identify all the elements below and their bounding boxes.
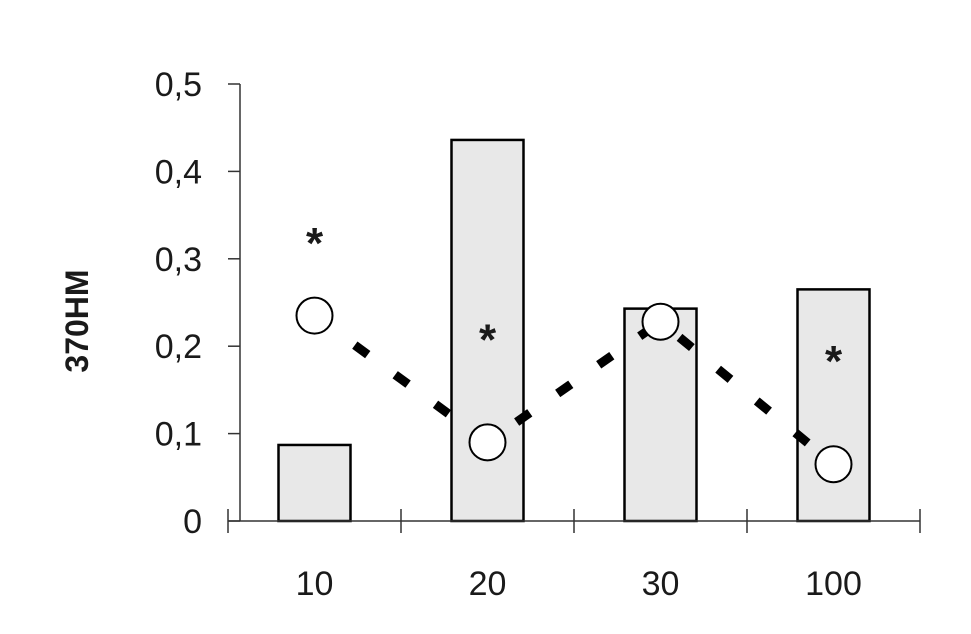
bar-series [277,138,871,523]
y-tick-label: 0 [183,503,202,541]
line-series [295,296,853,484]
x-tick-label: 100 [805,565,862,603]
y-tick-label: 0,5 [155,66,202,104]
y-tick-label: 0,3 [155,241,202,279]
series-line [311,311,837,468]
data-point [641,302,680,341]
significance-asterisk: * [479,315,497,364]
data-point [295,296,334,335]
data-point [814,445,853,484]
significance-asterisk: * [306,219,324,268]
x-tick-label: 20 [469,565,507,603]
x-axis-ticks: 10 20 30 100 [227,509,921,603]
bar [277,443,352,523]
y-axis-ticks: 0 0,1 0,2 0,3 0,4 0,5 [155,66,240,541]
y-axis-title: 370НМ [59,269,95,372]
y-tick-label: 0,4 [155,153,202,191]
x-tick-label: 10 [296,565,334,603]
y-tick-label: 0,2 [155,328,202,366]
data-point [468,423,507,462]
y-tick-label: 0,1 [155,416,202,454]
significance-markers: * * * [306,219,843,386]
x-tick-label: 30 [642,565,680,603]
significance-asterisk: * [825,337,843,386]
bar [796,288,871,523]
